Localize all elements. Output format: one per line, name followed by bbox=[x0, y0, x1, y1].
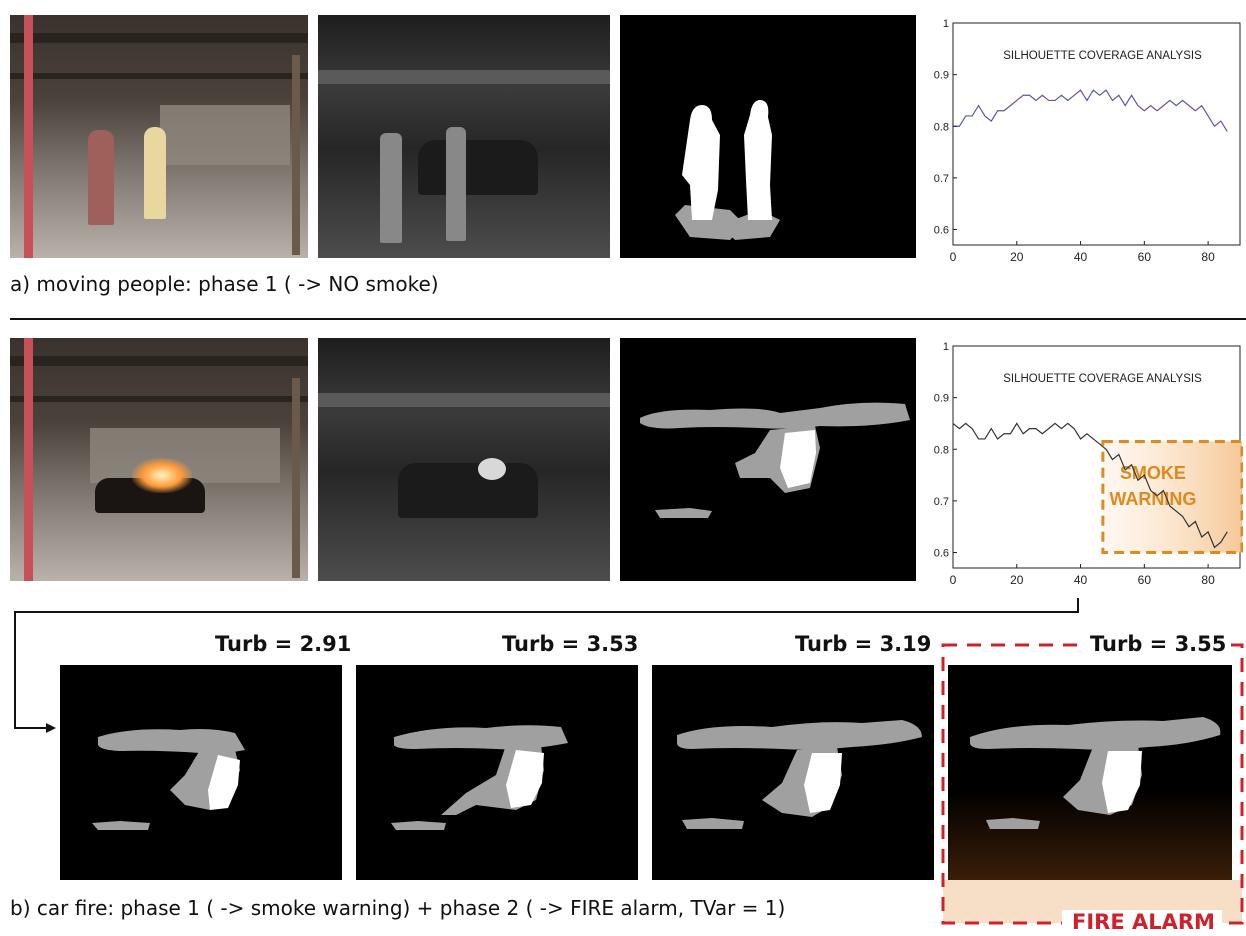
y-tick-label: 0.6 bbox=[934, 548, 949, 560]
x-tick-label: 60 bbox=[1138, 250, 1152, 264]
turb-label-bg bbox=[1080, 632, 1228, 660]
y-tick-label: 0.7 bbox=[934, 173, 949, 185]
chart-title: SILHOUETTE COVERAGE ANALYSIS bbox=[1003, 50, 1202, 62]
chart-title: SILHOUETTE COVERAGE ANALYSIS bbox=[1003, 373, 1202, 385]
fire-alarm-label: FIRE ALARM bbox=[1072, 910, 1215, 934]
person-figure bbox=[144, 127, 166, 219]
row-b-thermal-frame bbox=[318, 338, 610, 581]
row-b-caption: b) car fire: phase 1 ( -> smoke warning)… bbox=[10, 896, 786, 920]
turbulence-label-4-overlay: Turb = 3.55 bbox=[1090, 632, 1227, 656]
warning-label: SMOKE bbox=[1120, 463, 1186, 483]
warning-box bbox=[1101, 440, 1243, 555]
y-tick-label: 0.8 bbox=[934, 444, 949, 456]
y-tick-label: 1 bbox=[943, 18, 949, 30]
x-tick-label: 80 bbox=[1201, 250, 1215, 264]
row-a-coverage-chart: 0.6 0.7 0.8 0.9 1 0 20 40 60 80 SILHOUETTE COVERAG… bbox=[925, 15, 1243, 270]
y-tick-label: 0.8 bbox=[934, 121, 949, 133]
x-tick-label: 0 bbox=[950, 573, 957, 587]
x-tick-label: 40 bbox=[1074, 573, 1088, 587]
x-tick-label: 80 bbox=[1201, 573, 1215, 587]
series-line bbox=[953, 89, 1228, 132]
series-line bbox=[952, 422, 1228, 549]
y-tick-label: 0.9 bbox=[934, 70, 949, 82]
row-a-thermal-frame bbox=[318, 15, 610, 258]
row-b-silhouette-mask bbox=[620, 338, 916, 581]
y-tick-label: 0.7 bbox=[934, 496, 949, 508]
row-a-caption: a) moving people: phase 1 ( -> NO smoke) bbox=[10, 272, 439, 296]
person-figure bbox=[88, 130, 114, 225]
turbulence-label-1: Turb = 2.91 bbox=[215, 632, 352, 656]
plot-area bbox=[952, 22, 1241, 246]
y-tick-label: 0.9 bbox=[934, 393, 949, 405]
fire-glow bbox=[132, 458, 192, 493]
row-a-silhouette-mask bbox=[620, 15, 916, 258]
x-tick-label: 40 bbox=[1074, 250, 1088, 264]
hot-spot bbox=[478, 458, 506, 480]
row-a-color-frame bbox=[10, 15, 308, 258]
y-tick-label: 0.6 bbox=[934, 225, 949, 237]
x-tick-label: 60 bbox=[1138, 573, 1152, 587]
x-tick-label: 0 bbox=[950, 250, 957, 264]
turbulence-mask-2 bbox=[356, 665, 638, 880]
row-b-coverage-chart: SMOKE WARNING 0.6 0.7 0.8 0.9 1 0 20 40 60 80 SILHOU… bbox=[925, 338, 1243, 593]
fire-alarm-label-bg bbox=[1062, 910, 1222, 936]
x-tick-label: 20 bbox=[1010, 250, 1024, 264]
turbulence-label-3: Turb = 3.19 bbox=[795, 632, 932, 656]
turbulence-label-2: Turb = 3.53 bbox=[502, 632, 639, 656]
turbulence-mask-4 bbox=[948, 665, 1232, 880]
section-divider bbox=[10, 318, 1246, 320]
y-tick-label: 1 bbox=[943, 341, 949, 353]
x-tick-label: 20 bbox=[1010, 573, 1024, 587]
turbulence-mask-3 bbox=[652, 665, 934, 880]
turbulence-mask-1 bbox=[60, 665, 342, 880]
warning-label: WARNING bbox=[1109, 489, 1196, 509]
row-b-color-frame bbox=[10, 338, 308, 581]
warning-region bbox=[1102, 441, 1242, 553]
